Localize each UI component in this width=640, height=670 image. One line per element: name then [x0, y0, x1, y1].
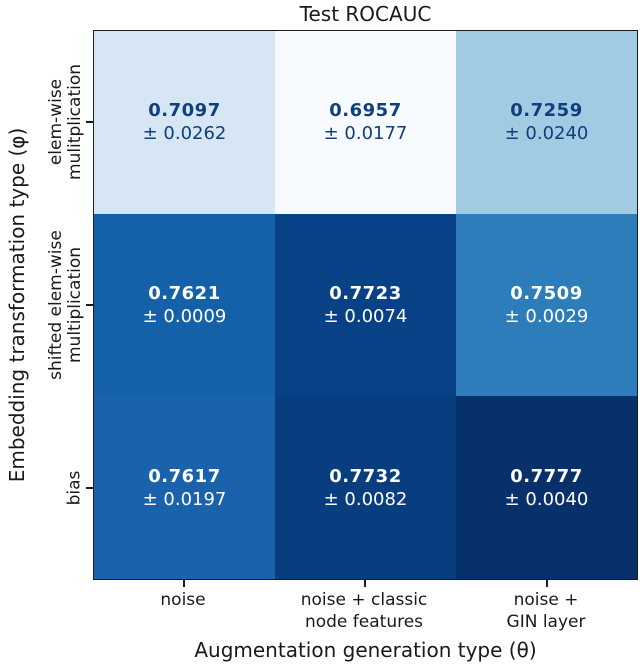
cell-value: 0.7617: [148, 465, 221, 487]
x-tick-mark: [364, 580, 366, 587]
heatmap-cell-r0c0: 0.7097 ± 0.0262: [94, 31, 275, 214]
y-tick-label-elem-wise: elem-wise mulitplication: [46, 63, 85, 181]
heatmap-plot: 0.7097 ± 0.0262 0.6957 ± 0.0177 0.7259 ±…: [93, 30, 638, 580]
cell-value: 0.7097: [148, 100, 221, 122]
y-tick-label-shifted-elem-wise: shifted elem-wise multiplication: [46, 230, 85, 380]
y-axis-label: Embedding transformation type (φ): [5, 127, 29, 483]
cell-value: 0.7723: [329, 282, 402, 304]
cell-value: 0.7509: [510, 282, 583, 304]
x-axis-label: Augmentation generation type (θ): [194, 638, 537, 662]
cell-error: ± 0.0040: [504, 488, 589, 510]
heatmap-cell-r2c0: 0.7617 ± 0.0197: [94, 396, 275, 579]
cell-error: ± 0.0197: [142, 488, 227, 510]
x-tick-label-noise-gin: noise + GIN layer: [507, 589, 586, 633]
y-tick-label-bias: bias: [64, 470, 85, 506]
y-tick-line: shifted elem-wise: [46, 230, 66, 380]
cell-error: ± 0.0029: [504, 305, 589, 327]
x-tick-line: noise: [160, 590, 206, 610]
x-tick-line: noise +: [513, 590, 579, 610]
chart-title: Test ROCAUC: [299, 2, 432, 26]
cell-error: ± 0.0177: [323, 123, 408, 145]
cell-error: ± 0.0240: [504, 123, 589, 145]
x-tick-label-noise: noise: [160, 589, 205, 611]
x-tick-mark: [183, 580, 185, 587]
cell-error: ± 0.0082: [323, 488, 408, 510]
cell-value: 0.7777: [510, 465, 583, 487]
heatmap-cell-r1c2: 0.7509 ± 0.0029: [456, 213, 637, 397]
cell-value: 0.7621: [148, 282, 221, 304]
heatmap-cell-r0c2: 0.7259 ± 0.0240: [456, 31, 637, 214]
x-tick-line: node features: [304, 612, 424, 632]
x-tick-mark: [546, 580, 548, 587]
heatmap-cell-r2c1: 0.7732 ± 0.0082: [275, 396, 456, 579]
x-tick-line: noise + classic: [300, 590, 428, 610]
heatmap-cell-r2c2: 0.7777 ± 0.0040: [456, 396, 637, 579]
y-tick-line: bias: [64, 470, 85, 506]
heatmap-cell-r1c1: 0.7723 ± 0.0074: [275, 213, 456, 397]
cell-error: ± 0.0074: [323, 305, 408, 327]
x-tick-label-noise-classic: noise + classic node features: [301, 589, 428, 633]
cell-error: ± 0.0262: [142, 123, 227, 145]
y-tick-line: elem-wise: [46, 78, 66, 166]
cell-value: 0.7732: [329, 465, 402, 487]
heatmap-cell-r0c1: 0.6957 ± 0.0177: [275, 31, 456, 214]
y-tick-mark: [86, 304, 93, 306]
cell-value: 0.7259: [510, 100, 583, 122]
y-tick-mark: [86, 487, 93, 489]
heatmap-cell-r1c0: 0.7621 ± 0.0009: [94, 213, 275, 397]
y-tick-mark: [86, 121, 93, 123]
x-tick-line: GIN layer: [506, 612, 586, 632]
y-tick-line: mulitplication: [65, 63, 85, 181]
y-tick-line: multiplication: [65, 246, 85, 364]
cell-value: 0.6957: [329, 100, 402, 122]
cell-error: ± 0.0009: [142, 305, 227, 327]
